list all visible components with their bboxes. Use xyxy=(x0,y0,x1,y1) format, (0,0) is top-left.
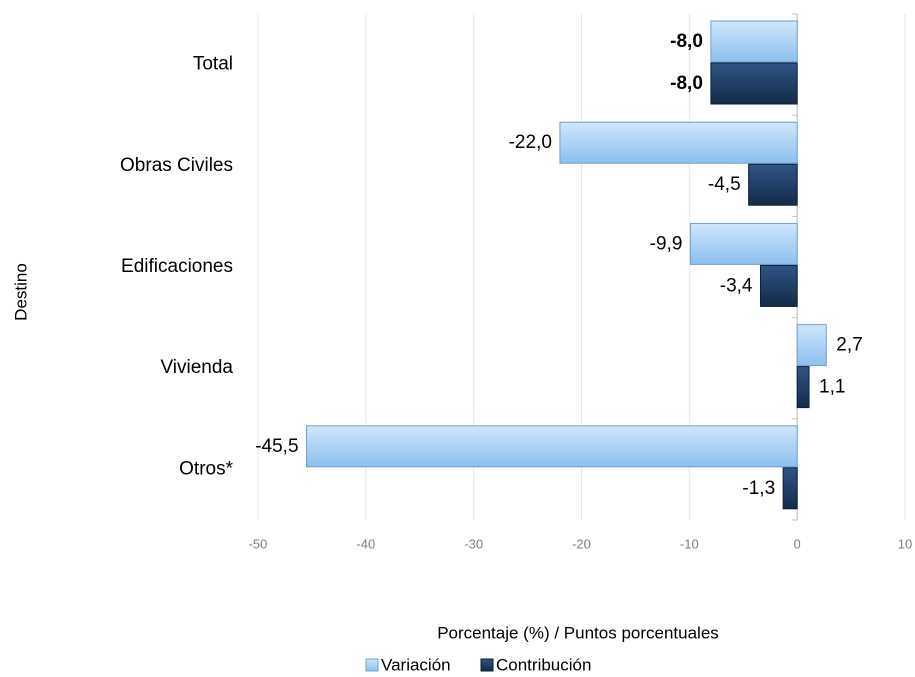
y-axis-label: Destino xyxy=(11,263,30,321)
value-label: -1,3 xyxy=(742,478,775,499)
bar xyxy=(710,20,798,63)
legend-swatch xyxy=(365,658,379,672)
value-label: 2,7 xyxy=(836,335,862,356)
value-label: -8,0 xyxy=(670,73,703,94)
bar xyxy=(710,62,798,105)
x-tick-label: -20 xyxy=(572,536,591,551)
bar xyxy=(689,222,798,265)
bar xyxy=(306,425,798,468)
x-tick-label: -40 xyxy=(356,536,375,551)
category-label: Edificaciones xyxy=(121,256,233,277)
bar xyxy=(748,163,798,206)
value-label: -9,9 xyxy=(650,233,683,254)
x-tick-label: 10 xyxy=(898,536,912,551)
category-label: Obras Civiles xyxy=(120,155,233,176)
value-label: 1,1 xyxy=(819,377,845,398)
category-label: Total xyxy=(193,54,233,75)
value-label: -3,4 xyxy=(720,275,753,296)
legend-swatch xyxy=(480,658,494,672)
x-axis-label: Porcentaje (%) / Puntos porcentuales xyxy=(437,623,719,642)
bar xyxy=(796,324,827,367)
category-label: Otros* xyxy=(179,458,233,479)
bar xyxy=(559,121,798,164)
x-tick-label: -10 xyxy=(680,536,699,551)
value-label: -4,5 xyxy=(708,174,741,195)
x-tick-label: -50 xyxy=(249,536,268,551)
x-tick-label: 0 xyxy=(794,536,801,551)
value-label: -45,5 xyxy=(255,436,298,457)
value-label: -22,0 xyxy=(509,132,552,153)
category-label: Vivienda xyxy=(160,357,233,378)
bar xyxy=(796,366,810,409)
legend-label: Contribución xyxy=(496,655,591,674)
x-tick-label: -30 xyxy=(464,536,483,551)
bar xyxy=(782,467,798,510)
bar xyxy=(760,264,798,307)
legend-label: Variación xyxy=(381,655,451,674)
value-label: -8,0 xyxy=(670,31,703,52)
